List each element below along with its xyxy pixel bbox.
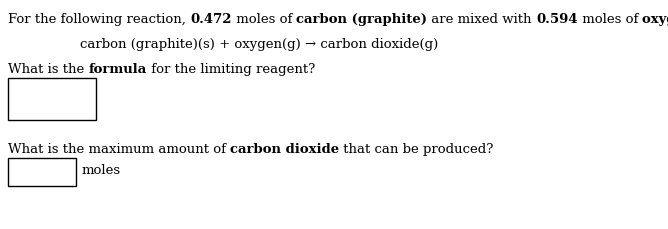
- Text: are mixed with: are mixed with: [428, 13, 536, 26]
- Text: carbon (graphite): carbon (graphite): [296, 13, 428, 26]
- Text: What is the: What is the: [8, 63, 88, 76]
- Text: that can be produced?: that can be produced?: [339, 143, 494, 156]
- Text: moles of: moles of: [232, 13, 296, 26]
- Text: carbon dioxide: carbon dioxide: [230, 143, 339, 156]
- Text: for the limiting reagent?: for the limiting reagent?: [147, 63, 315, 76]
- Text: For the following reaction,: For the following reaction,: [8, 13, 190, 26]
- Text: 0.472: 0.472: [190, 13, 232, 26]
- Text: carbon (graphite)(s) + oxygen(g) → carbon dioxide(g): carbon (graphite)(s) + oxygen(g) → carbo…: [80, 38, 438, 51]
- Text: formula: formula: [88, 63, 147, 76]
- Bar: [8, 78, 96, 120]
- Text: moles of: moles of: [578, 13, 642, 26]
- Text: oxygen gas: oxygen gas: [642, 13, 668, 26]
- Text: What is the maximum amount of: What is the maximum amount of: [8, 143, 230, 156]
- Text: moles: moles: [82, 164, 121, 177]
- Text: 0.594: 0.594: [536, 13, 578, 26]
- Bar: [8, 158, 76, 186]
